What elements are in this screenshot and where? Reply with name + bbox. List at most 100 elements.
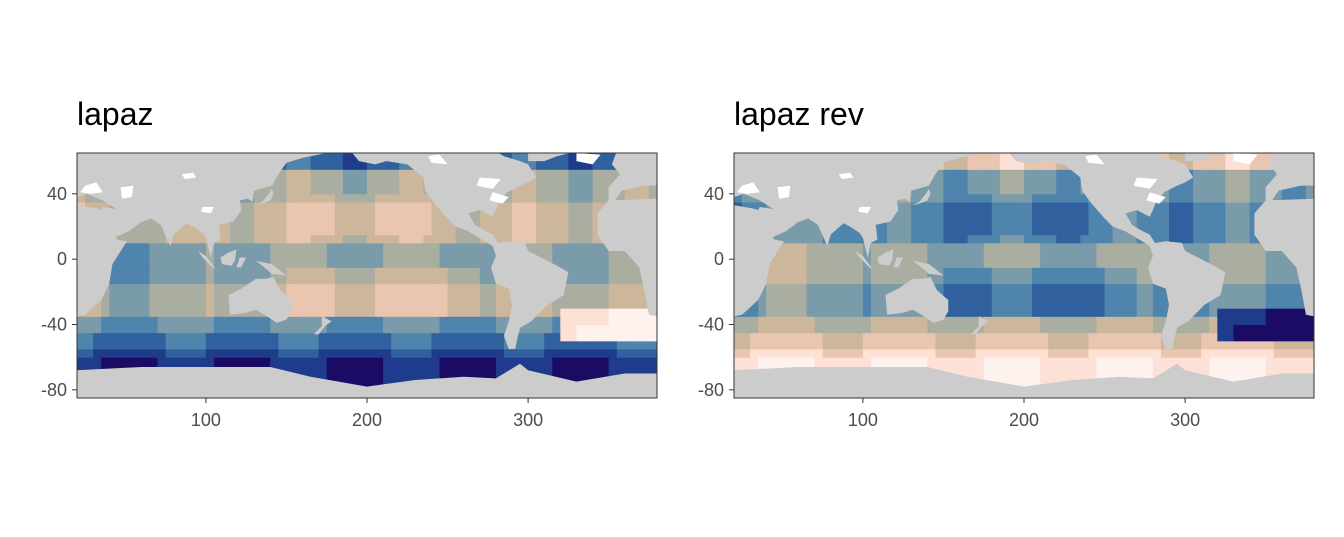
ocean-cell xyxy=(294,267,304,276)
ocean-cell xyxy=(846,316,856,325)
ocean-cell xyxy=(487,365,497,374)
ocean-cell xyxy=(1160,300,1170,309)
ocean-cell xyxy=(943,185,952,195)
ocean-cell xyxy=(600,267,610,276)
ocean-cell xyxy=(350,161,360,170)
ocean-cell xyxy=(415,226,424,236)
ocean-cell xyxy=(1225,373,1234,383)
ocean-cell xyxy=(1201,210,1210,219)
ocean-cell xyxy=(358,340,368,350)
ocean-cell xyxy=(302,234,312,244)
ocean-cell xyxy=(1040,308,1049,317)
ocean-cell xyxy=(1024,316,1033,325)
ocean-cell xyxy=(1273,357,1283,366)
ocean-cell xyxy=(1128,242,1138,252)
ocean-cell xyxy=(101,300,110,309)
ocean-cell xyxy=(181,324,191,334)
ocean-cell xyxy=(1024,332,1033,342)
ocean-cell xyxy=(991,185,1001,195)
ocean-cell xyxy=(415,210,424,219)
ocean-cell xyxy=(109,349,118,358)
ocean-cell xyxy=(991,234,1001,244)
ocean-cell xyxy=(911,251,920,260)
ocean-cell xyxy=(943,210,952,219)
ocean-cell xyxy=(1209,226,1218,236)
ocean-cell xyxy=(576,291,585,301)
ocean-cell xyxy=(879,283,888,293)
ocean-cell xyxy=(624,267,634,276)
ocean-cell xyxy=(1160,226,1170,236)
ocean-cell xyxy=(943,324,952,334)
ocean-cell xyxy=(1032,234,1041,244)
ocean-cell xyxy=(1265,291,1275,301)
ocean-cell xyxy=(1289,193,1299,203)
ocean-cell xyxy=(447,226,457,236)
ocean-cell xyxy=(423,234,432,244)
ocean-cell xyxy=(358,185,368,195)
ocean-cell xyxy=(85,340,94,350)
ocean-cell xyxy=(310,218,320,227)
ocean-cell xyxy=(903,349,912,358)
ocean-cell xyxy=(423,259,432,268)
ocean-cell xyxy=(975,259,985,268)
ocean-cell xyxy=(1305,365,1314,374)
ocean-cell xyxy=(750,340,759,350)
ocean-cell xyxy=(584,259,594,268)
ocean-cell xyxy=(991,177,1001,187)
ocean-cell xyxy=(342,226,352,236)
ocean-cell xyxy=(1160,218,1170,227)
ocean-cell xyxy=(1193,324,1202,334)
ocean-cell xyxy=(375,308,384,317)
ocean-cell xyxy=(326,153,336,162)
ocean-cell xyxy=(1185,161,1194,170)
ocean-cell xyxy=(1160,291,1170,301)
ocean-cell xyxy=(1007,177,1017,187)
ocean-cell xyxy=(342,161,352,170)
ocean-cell xyxy=(1112,316,1122,325)
ocean-cell xyxy=(1241,169,1251,178)
ocean-cell xyxy=(238,357,247,366)
ocean-cell xyxy=(213,291,223,301)
ocean-cell xyxy=(1064,332,1073,342)
ocean-cell xyxy=(774,308,783,317)
ocean-cell xyxy=(959,193,969,203)
ocean-cell xyxy=(1024,300,1033,309)
ocean-cell xyxy=(766,332,775,342)
ocean-cell xyxy=(648,357,657,366)
ocean-cell xyxy=(1064,373,1073,383)
ocean-cell xyxy=(318,234,328,244)
ocean-cell xyxy=(1072,185,1081,195)
ocean-cell xyxy=(959,242,969,252)
ocean-cell xyxy=(439,332,449,342)
ocean-cell xyxy=(1096,357,1106,366)
ocean-cell xyxy=(1120,365,1130,374)
ocean-cell xyxy=(222,226,231,236)
ocean-cell xyxy=(310,332,320,342)
ocean-cell xyxy=(350,185,360,195)
ocean-cell xyxy=(350,349,360,358)
ocean-cell xyxy=(854,259,864,268)
ocean-cell xyxy=(238,242,247,252)
ocean-cell xyxy=(1185,365,1194,374)
ocean-cell xyxy=(991,316,1001,325)
ocean-cell xyxy=(1120,259,1130,268)
ocean-cell xyxy=(1112,332,1122,342)
ocean-cell xyxy=(286,324,295,334)
ocean-cell xyxy=(999,169,1009,178)
ocean-cell xyxy=(503,291,513,301)
ocean-cell xyxy=(935,275,944,285)
ocean-cell xyxy=(399,185,408,195)
ocean-cell xyxy=(943,251,952,260)
ocean-cell xyxy=(1015,242,1025,252)
ocean-cell xyxy=(302,365,312,374)
ocean-cell xyxy=(1241,275,1251,285)
y-tick-label: 40 xyxy=(704,184,724,204)
ocean-cell xyxy=(278,332,287,342)
ocean-cell xyxy=(358,161,368,170)
ocean-cell xyxy=(375,283,384,293)
ocean-cell xyxy=(1281,185,1291,195)
ocean-cell xyxy=(1064,365,1073,374)
ocean-cell xyxy=(1209,193,1218,203)
ocean-cell xyxy=(1225,259,1234,268)
ocean-cell xyxy=(1128,340,1138,350)
